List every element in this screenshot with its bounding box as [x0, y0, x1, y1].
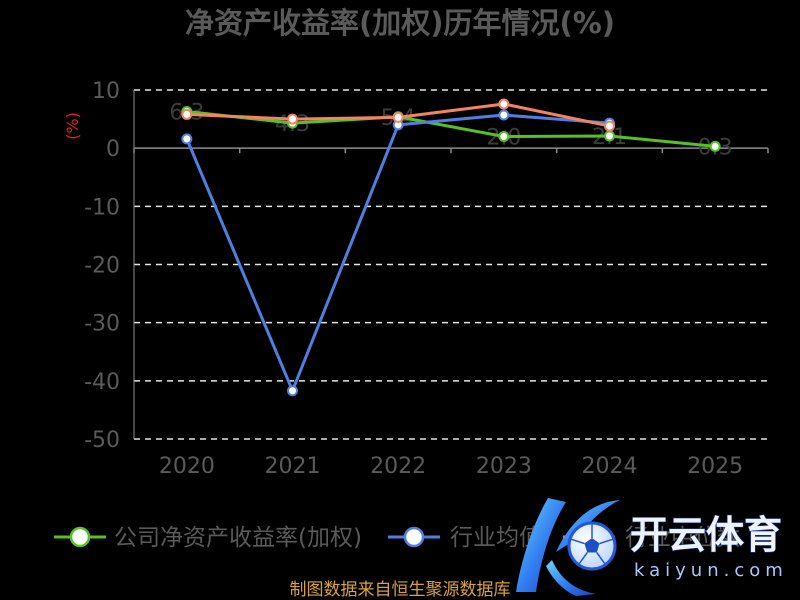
- watermark-logo: 开云体育 kaiyun.com: [516, 498, 788, 596]
- data-point: [181, 133, 193, 145]
- chart-title: 净资产收益率(加权)历年情况(%): [185, 6, 615, 40]
- x-tick-label: 2025: [687, 454, 743, 479]
- y-tick-label: 10: [92, 79, 120, 104]
- logo-ball-patch: [584, 538, 600, 553]
- data-point: [604, 130, 615, 142]
- x-tick-label: 2024: [582, 454, 638, 479]
- y-axis-label: (%): [63, 112, 82, 140]
- data-point: [604, 120, 615, 132]
- series-2: [181, 98, 615, 132]
- data-point: [498, 131, 510, 143]
- gridlines: [134, 89, 768, 440]
- legend-marker: [403, 526, 425, 548]
- y-tick-label: -50: [84, 428, 120, 453]
- data-point: [498, 98, 510, 110]
- legend-item-company[interactable]: 公司净资产收益率(加权): [54, 525, 362, 551]
- data-point: [287, 113, 298, 125]
- y-tick-label: -10: [84, 195, 120, 220]
- legend-label: 行业均值: [450, 525, 542, 551]
- x-tick-label: 2020: [159, 454, 215, 479]
- legend-marker: [69, 526, 91, 548]
- logo-k-stem: [516, 498, 566, 592]
- logo-ball-seams: [570, 524, 614, 565]
- data-point: [392, 111, 404, 123]
- data-point: [498, 109, 510, 121]
- data-point: [287, 385, 298, 397]
- kaiyun-logo-icon: [516, 498, 620, 596]
- legend-label: 行业中位数: [625, 525, 740, 551]
- watermark-brand: 开云体育: [630, 513, 782, 557]
- logo-k-lower-arm: [546, 560, 596, 596]
- x-tick-label: 2023: [476, 454, 532, 479]
- y-tick-label: -20: [84, 254, 120, 279]
- legend-label: 公司净资产收益率(加权): [114, 525, 362, 551]
- series: [181, 98, 721, 397]
- x-tick-label: 2021: [265, 454, 321, 479]
- y-tick-label: -40: [84, 370, 120, 395]
- watermark-site: kaiyun.com: [634, 560, 788, 581]
- legend-item-industry-mean[interactable]: 行业均值: [388, 525, 542, 551]
- y-tick-label: -30: [84, 312, 120, 337]
- data-point: [181, 108, 193, 120]
- series-line: [186, 110, 716, 148]
- data-point: [709, 140, 721, 152]
- x-tick-label: 2022: [370, 454, 426, 479]
- source-note: 制图数据来自恒生聚源数据库: [290, 580, 511, 600]
- y-tick-label: 0: [106, 137, 120, 162]
- axes: 10 0 -10 -20 -30 -40 -50 2020 2021 2022 2023 2024 20…: [84, 79, 769, 479]
